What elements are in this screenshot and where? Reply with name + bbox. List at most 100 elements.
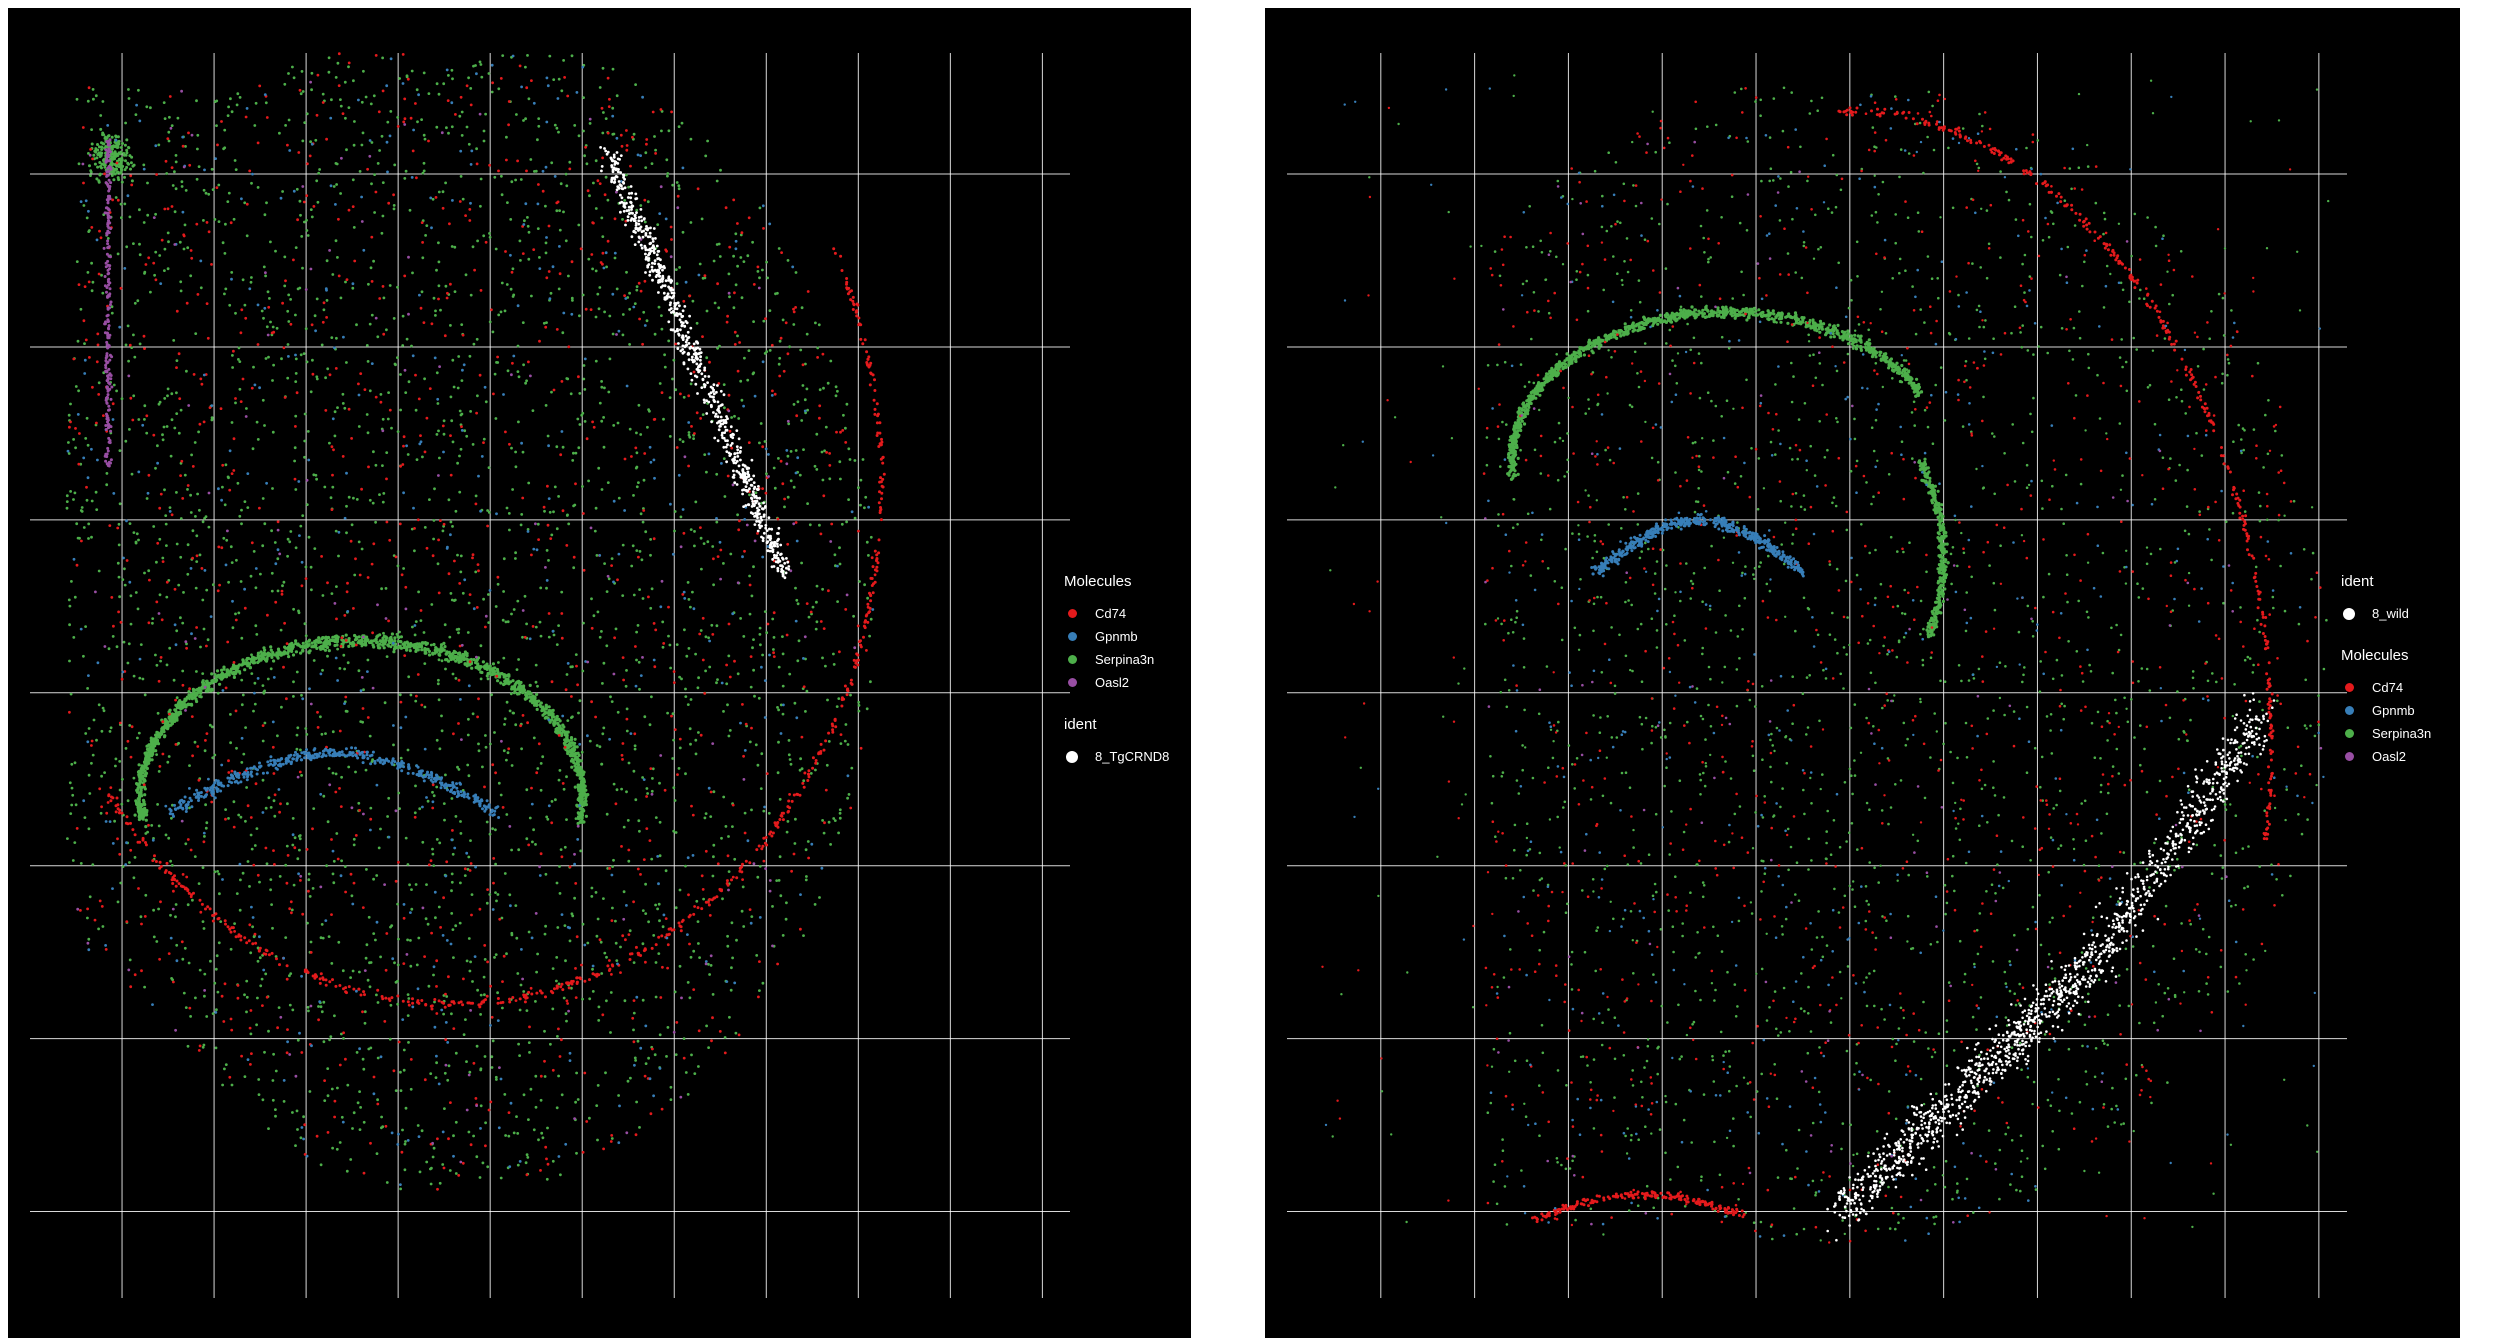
scatter-point	[304, 327, 308, 331]
scatter-point	[631, 135, 634, 139]
scatter-point	[503, 717, 507, 721]
scatter-point	[529, 986, 533, 990]
scatter-point	[370, 313, 374, 317]
scatter-point	[765, 772, 769, 775]
scatter-point	[544, 404, 548, 407]
scatter-point	[303, 455, 306, 459]
scatter-point	[555, 126, 559, 130]
scatter-point	[627, 185, 630, 189]
scatter-point	[184, 842, 188, 846]
scatter-point	[499, 672, 503, 676]
scatter-point	[360, 547, 364, 551]
scatter-point	[281, 190, 284, 193]
scatter-point	[821, 352, 825, 356]
scatter-point	[632, 900, 635, 904]
scatter-point	[541, 755, 545, 759]
scatter-point	[424, 642, 428, 647]
scatter-point	[715, 243, 719, 246]
scatter-point	[535, 771, 539, 775]
scatter-point	[184, 705, 188, 709]
scatter-point	[707, 1046, 710, 1049]
scatter-point	[151, 617, 155, 620]
scatter-point	[442, 641, 446, 646]
scatter-point	[165, 544, 168, 547]
scatter-point	[528, 816, 532, 820]
scatter-point	[591, 990, 595, 993]
scatter-point	[388, 538, 392, 542]
scatter-point	[735, 938, 738, 942]
scatter-point	[245, 234, 249, 238]
scatter-point	[261, 398, 265, 402]
scatter-point	[92, 153, 96, 157]
scatter-point	[517, 658, 520, 661]
scatter-point	[385, 477, 388, 481]
scatter-point	[335, 1147, 339, 1151]
scatter-point	[429, 859, 433, 863]
scatter-point	[852, 614, 855, 618]
scatter-point	[251, 925, 255, 929]
scatter-point	[628, 929, 632, 933]
scatter-point	[295, 733, 299, 737]
scatter-point	[243, 1075, 247, 1078]
scatter-point	[399, 756, 403, 760]
scatter-point	[577, 134, 581, 138]
scatter-point	[362, 1067, 366, 1071]
scatter-point	[715, 472, 719, 476]
scatter-point	[366, 360, 370, 363]
scatter-point	[598, 635, 602, 639]
scatter-point	[115, 389, 118, 393]
scatter-point	[168, 646, 172, 650]
scatter-point	[435, 433, 439, 436]
scatter-point	[137, 418, 141, 421]
scatter-point	[206, 687, 210, 692]
scatter-point	[122, 152, 126, 155]
scatter-point	[658, 820, 662, 824]
scatter-point	[174, 187, 178, 191]
scatter-point	[175, 412, 179, 415]
scatter-point	[435, 268, 438, 272]
scatter-point	[238, 96, 242, 99]
scatter-point	[361, 906, 365, 909]
scatter-point	[315, 646, 319, 651]
scatter-point	[594, 891, 598, 894]
scatter-point	[305, 503, 309, 506]
scatter-point	[468, 219, 472, 222]
scatter-point	[488, 232, 491, 235]
scatter-point	[709, 964, 713, 967]
scatter-point	[294, 380, 298, 383]
scatter-point	[644, 882, 647, 886]
scatter-point	[741, 885, 745, 889]
scatter-point	[322, 794, 326, 798]
scatter-point	[249, 816, 253, 819]
scatter-point	[487, 511, 491, 514]
scatter-point	[525, 788, 529, 792]
scatter-point	[442, 432, 446, 436]
scatter-point	[218, 583, 222, 587]
scatter-point	[509, 680, 513, 684]
scatter-point	[611, 332, 615, 336]
scatter-point	[530, 294, 533, 298]
scatter-point	[332, 448, 335, 452]
scatter-point	[385, 655, 389, 658]
scatter-point	[340, 1032, 343, 1036]
scatter-point	[204, 826, 208, 830]
scatter-point	[702, 897, 705, 901]
scatter-point	[439, 308, 442, 312]
scatter-point	[601, 251, 605, 255]
scatter-point	[739, 379, 743, 383]
scatter-point	[566, 1002, 569, 1005]
scatter-point	[298, 770, 302, 774]
scatter-point	[686, 703, 690, 706]
scatter-point	[143, 404, 147, 408]
scatter-point	[495, 674, 499, 678]
scatter-point	[376, 1098, 379, 1102]
scatter-point	[143, 787, 147, 791]
scatter-point	[338, 729, 342, 733]
scatter-point	[600, 216, 604, 220]
scatter-point	[143, 693, 147, 697]
scatter-point	[381, 89, 385, 93]
scatter-point	[202, 627, 206, 631]
scatter-point	[173, 587, 177, 591]
scatter-point	[505, 506, 509, 510]
scatter-point	[497, 313, 501, 317]
